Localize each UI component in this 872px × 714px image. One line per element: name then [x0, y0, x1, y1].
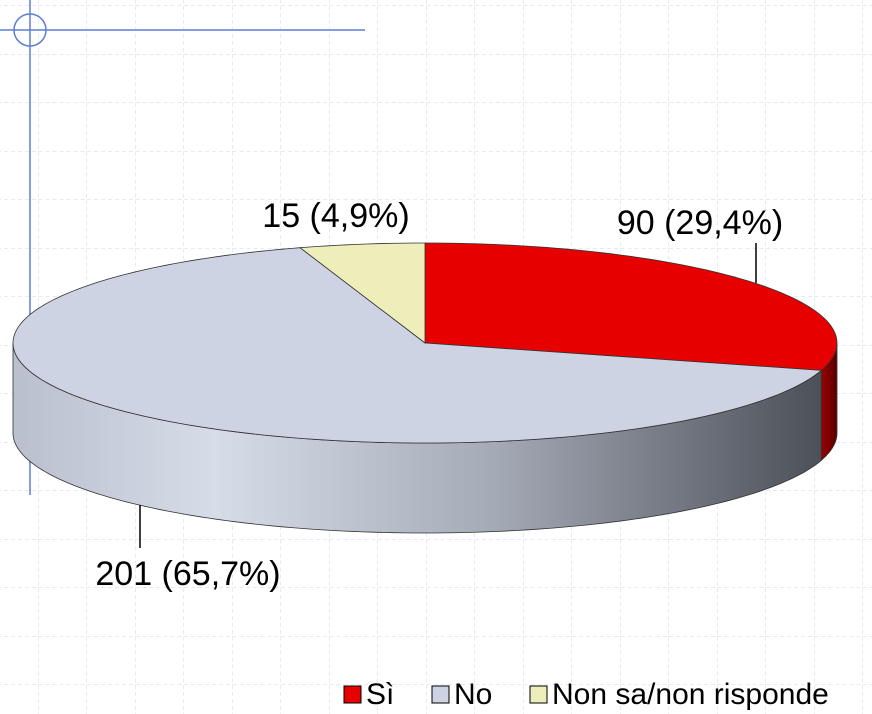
legend-swatch	[431, 685, 450, 704]
legend: Sì No Non sa/non risponde	[343, 678, 829, 711]
data-label: 90 (29,4%)	[617, 204, 783, 242]
legend-label: Sì	[366, 678, 394, 711]
slice	[12, 247, 823, 444]
data-label: 15 (4,9%)	[262, 197, 409, 235]
slice	[299, 242, 426, 344]
legend-label: No	[454, 678, 492, 711]
legend-swatch	[343, 685, 362, 704]
pie	[12, 242, 838, 534]
data-label: 201 (65,7%)	[95, 555, 280, 593]
legend-swatch	[529, 685, 548, 704]
labels: 90 (29,4%) 201 (65,7%) 15 (4,9%)	[95, 197, 783, 593]
legend-label: Non sa/non risponde	[552, 678, 829, 711]
slice	[424, 242, 838, 371]
